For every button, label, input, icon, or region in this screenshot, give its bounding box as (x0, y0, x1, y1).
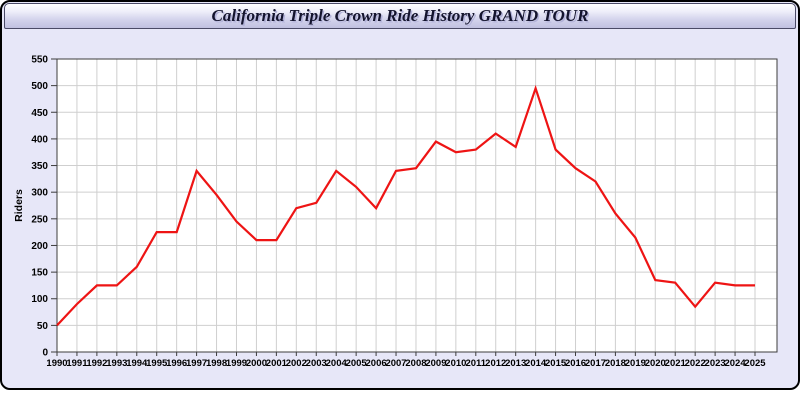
x-tick-label: 2021 (665, 358, 687, 369)
x-tick-label: 2023 (705, 358, 726, 369)
y-axis-title: Riders (13, 189, 25, 222)
x-tick-label: 2022 (685, 358, 706, 369)
plot-border (56, 58, 778, 353)
x-tick-label: 2007 (385, 358, 406, 369)
y-tick-label: 550 (31, 55, 48, 66)
x-tick-label: 1990 (46, 358, 67, 369)
x-tick-label: 2000 (246, 358, 267, 369)
x-tick-label: 2008 (405, 358, 426, 369)
x-tick-label: 2012 (485, 358, 506, 369)
app-window: California Triple Crown Ride History GRA… (0, 0, 800, 390)
title-bar: California Triple Crown Ride History GRA… (4, 3, 796, 29)
x-tick-label: 2017 (585, 358, 606, 369)
y-tick-label: 350 (31, 161, 48, 172)
ride-history-line-chart: 0501001502002503003504004505005501990199… (13, 55, 778, 369)
y-tick-label: 400 (31, 134, 48, 145)
y-tick-label: 450 (31, 108, 48, 119)
x-tick-label: 1994 (126, 358, 148, 369)
x-tick-label: 2006 (366, 358, 387, 369)
x-tick-label: 2004 (326, 358, 348, 369)
x-tick-label: 1999 (226, 358, 247, 369)
x-tick-label: 2002 (286, 358, 307, 369)
y-tick-label: 0 (42, 348, 48, 359)
riders-series-line (56, 84, 755, 327)
y-tick-label: 150 (31, 268, 48, 279)
y-tick-label: 200 (31, 241, 48, 252)
x-tick-label: 2014 (525, 358, 547, 369)
x-tick-label: 1996 (166, 358, 187, 369)
x-tick-label: 1995 (146, 358, 168, 369)
x-tick-label: 2003 (306, 358, 327, 369)
y-tick-label: 500 (31, 81, 48, 92)
x-tick-label: 1991 (66, 358, 88, 369)
x-tick-label: 2010 (445, 358, 466, 369)
y-tick-label: 250 (31, 214, 48, 225)
plot-area (57, 59, 777, 352)
x-tick-label: 2016 (565, 358, 586, 369)
x-tick-label: 2009 (425, 358, 446, 369)
y-tick-label: 300 (31, 188, 48, 199)
x-tick-label: 2015 (545, 358, 567, 369)
x-tick-label: 1997 (186, 358, 207, 369)
x-tick-label: 2019 (625, 358, 646, 369)
x-tick-label: 2011 (465, 358, 486, 369)
x-tick-label: 1993 (106, 358, 127, 369)
x-tick-label: 2001 (266, 358, 288, 369)
x-tick-label: 2013 (505, 358, 526, 369)
x-tick-label: 1992 (86, 358, 107, 369)
y-tick-label: 100 (31, 294, 48, 305)
x-tick-label: 2005 (346, 358, 368, 369)
page-title: California Triple Crown Ride History GRA… (211, 6, 589, 25)
y-tick-label: 50 (37, 321, 49, 332)
x-tick-label: 2020 (645, 358, 666, 369)
x-tick-label: 2018 (605, 358, 626, 369)
x-tick-label: 1998 (206, 358, 227, 369)
x-tick-label: 2024 (724, 358, 746, 369)
x-tick-label: 2025 (744, 358, 766, 369)
